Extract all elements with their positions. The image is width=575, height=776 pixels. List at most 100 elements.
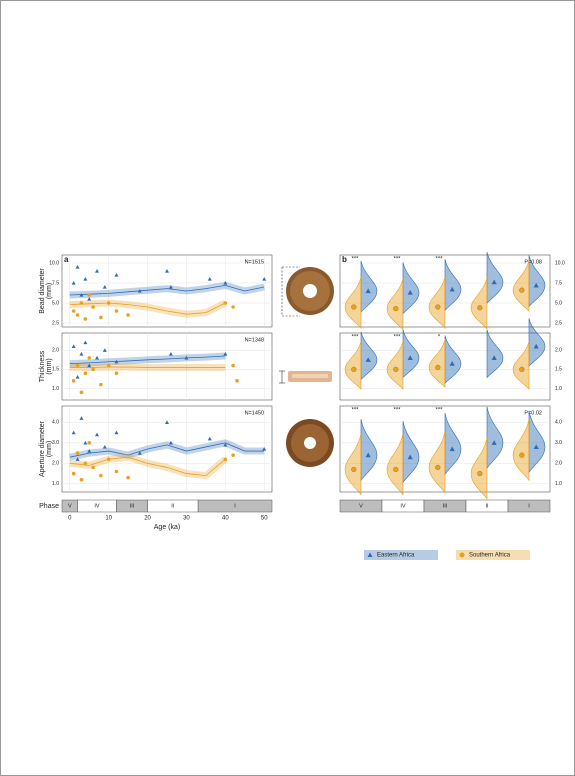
violin	[386, 433, 404, 496]
point	[114, 430, 119, 435]
trend-line	[69, 456, 226, 477]
legend-label: Eastern Africa	[377, 553, 415, 559]
point	[99, 382, 103, 387]
point	[87, 293, 92, 297]
point	[87, 363, 92, 368]
point	[137, 289, 142, 293]
mean-marker	[435, 304, 441, 310]
x-tick-label: 0	[68, 516, 72, 522]
y-tick-label: 7.5	[555, 280, 562, 286]
point	[91, 305, 95, 309]
point	[91, 465, 95, 470]
legend-swatch	[364, 550, 438, 560]
violin	[360, 418, 378, 482]
violin	[444, 335, 462, 385]
point	[223, 301, 228, 305]
phase-bar-label: Phase	[39, 503, 59, 510]
violin	[486, 329, 504, 379]
y-tick-label: 5.0	[555, 300, 562, 306]
point	[165, 420, 169, 424]
point	[83, 461, 88, 466]
point	[223, 457, 228, 462]
trend-line	[69, 355, 226, 365]
plot-panel	[61, 332, 273, 401]
mean-marker	[393, 366, 399, 372]
phase-label: I	[234, 503, 236, 509]
y-tick-label: 1.5	[52, 367, 59, 373]
point	[87, 449, 92, 453]
point	[126, 475, 130, 480]
point	[79, 293, 84, 297]
significance: ***	[393, 335, 401, 341]
point	[75, 265, 80, 269]
annotation: P=0.08	[524, 259, 542, 265]
trend-line	[69, 302, 226, 315]
point	[231, 453, 235, 457]
bead-images	[279, 266, 334, 467]
phase-label: I	[528, 503, 530, 509]
point	[83, 440, 88, 445]
significance: ***	[435, 257, 443, 263]
point	[71, 309, 76, 313]
point	[79, 416, 84, 420]
violin	[344, 433, 362, 496]
point	[102, 348, 107, 352]
significance: ***	[351, 408, 359, 414]
mean-marker	[393, 306, 399, 312]
point	[184, 355, 189, 360]
point	[71, 379, 76, 383]
x-tick-label: 40	[222, 516, 229, 522]
point	[79, 301, 84, 305]
point	[83, 277, 88, 281]
point	[168, 440, 173, 445]
phase-label: V	[68, 503, 72, 509]
point	[71, 344, 76, 348]
point	[262, 277, 267, 281]
violin	[344, 276, 362, 330]
y-axis-label: Bead diameter	[39, 268, 46, 314]
point	[79, 477, 84, 482]
point	[83, 371, 88, 376]
phase-label: V	[359, 503, 363, 509]
phase-label: II	[171, 503, 175, 509]
panel-label: a	[64, 255, 69, 264]
mean-marker	[365, 288, 371, 294]
mean-marker	[519, 452, 525, 458]
point	[102, 444, 107, 449]
point	[79, 352, 84, 356]
significance: ***	[393, 257, 401, 263]
point	[231, 305, 235, 309]
point	[106, 363, 111, 368]
mean-marker	[351, 304, 357, 310]
mean-marker	[435, 464, 441, 471]
y-tick-label: 3.0	[555, 440, 562, 446]
point	[102, 285, 107, 289]
y-tick-label: 1.0	[555, 481, 562, 487]
mean-marker	[491, 355, 497, 360]
x-tick-label: 20	[144, 516, 151, 522]
phase-cell	[197, 499, 273, 513]
violin	[528, 255, 546, 308]
annotation: N=1515	[245, 259, 264, 265]
plot-panel	[61, 254, 273, 328]
violin	[528, 410, 546, 474]
point	[95, 269, 99, 273]
y-axis-label: (mm)	[46, 358, 53, 374]
violin	[344, 341, 362, 390]
mean-marker	[533, 343, 539, 349]
y-axis-label: (mm)	[46, 283, 53, 299]
point	[223, 442, 228, 447]
annotation: N=1348	[245, 337, 264, 343]
point	[75, 375, 80, 379]
trend-line	[69, 284, 265, 296]
mean-marker	[435, 364, 441, 371]
point	[231, 363, 235, 368]
violin	[512, 341, 530, 390]
point	[87, 297, 92, 301]
y-tick-label: 2.0	[555, 348, 562, 354]
point	[71, 430, 76, 435]
y-tick-label: 4.0	[52, 420, 59, 426]
violin	[428, 339, 446, 388]
violin	[360, 331, 378, 381]
point	[114, 273, 119, 277]
